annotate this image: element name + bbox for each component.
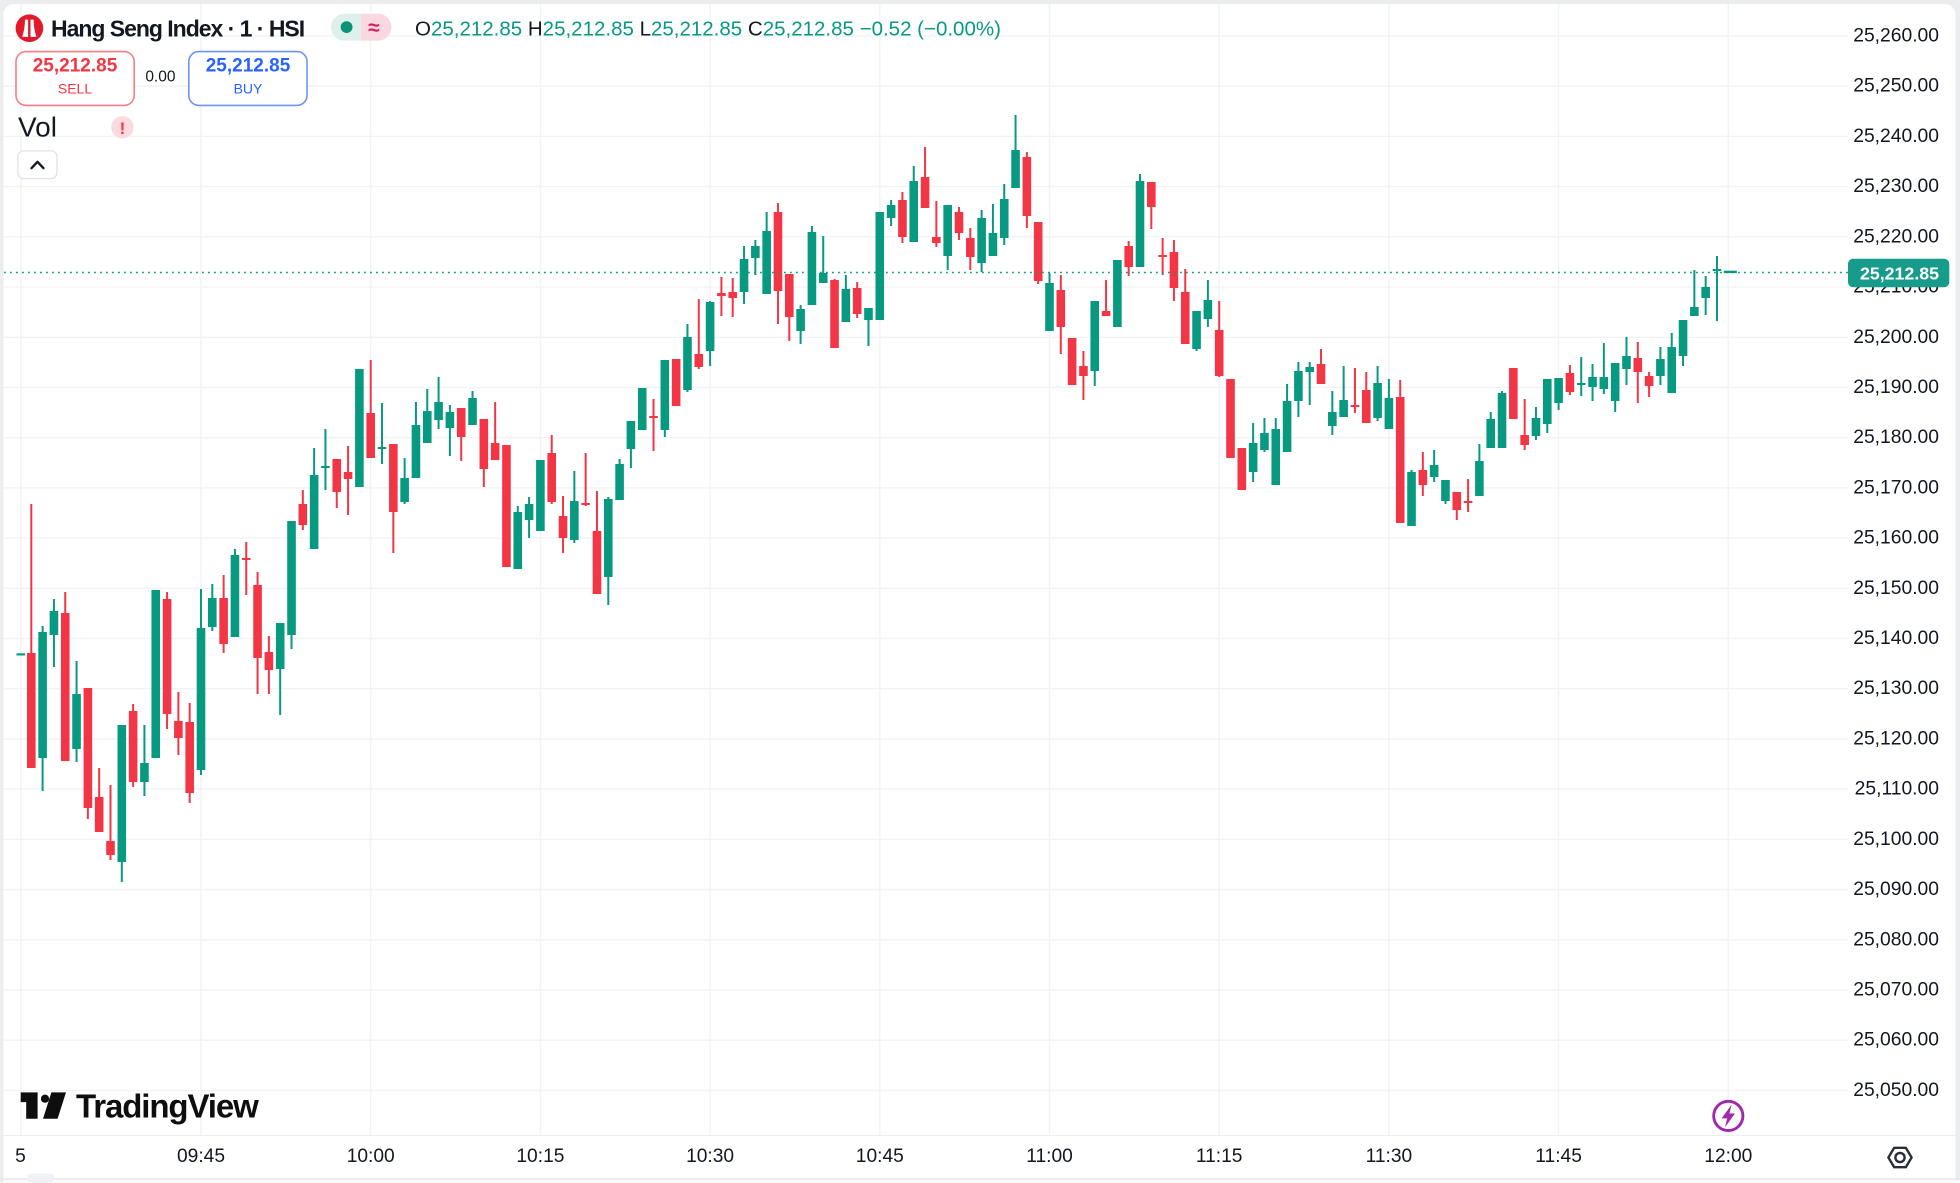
svg-text:BUY: BUY: [234, 81, 263, 97]
svg-text:25,070.00: 25,070.00: [1853, 980, 1939, 1001]
svg-text:11:45: 11:45: [1535, 1146, 1582, 1167]
svg-text:25,160.00: 25,160.00: [1853, 528, 1939, 549]
svg-text:10:15: 10:15: [516, 1146, 564, 1167]
svg-text:25,230.00: 25,230.00: [1853, 176, 1939, 197]
svg-text:25,090.00: 25,090.00: [1853, 879, 1939, 900]
svg-text:25,240.00: 25,240.00: [1853, 126, 1939, 147]
svg-text:25,060.00: 25,060.00: [1853, 1030, 1939, 1051]
svg-text:25,190.00: 25,190.00: [1853, 377, 1939, 398]
svg-text:25,200.00: 25,200.00: [1853, 327, 1939, 348]
svg-text:10:00: 10:00: [347, 1146, 395, 1167]
svg-text:25,150.00: 25,150.00: [1853, 578, 1939, 599]
svg-text:25,260.00: 25,260.00: [1853, 26, 1939, 47]
svg-text:25,140.00: 25,140.00: [1853, 628, 1939, 649]
svg-text:Hang Seng Index · 1 · HSI: Hang Seng Index · 1 · HSI: [51, 16, 304, 42]
svg-text:25,180.00: 25,180.00: [1853, 427, 1939, 448]
svg-text:11:15: 11:15: [1196, 1146, 1243, 1167]
svg-text:Vol: Vol: [18, 112, 57, 143]
svg-text:25,120.00: 25,120.00: [1853, 728, 1939, 749]
svg-text:09:45: 09:45: [177, 1146, 225, 1167]
svg-text:25,050.00: 25,050.00: [1853, 1080, 1939, 1101]
svg-text:10:45: 10:45: [856, 1146, 904, 1167]
svg-text:25,212.85: 25,212.85: [206, 56, 291, 77]
svg-text:25,170.00: 25,170.00: [1853, 477, 1939, 498]
svg-text:25,100.00: 25,100.00: [1853, 829, 1939, 850]
svg-text:11:30: 11:30: [1366, 1146, 1413, 1167]
svg-text:11:00: 11:00: [1026, 1146, 1073, 1167]
svg-text:O25,212.85 H25,212.85 L25,212.: O25,212.85 H25,212.85 L25,212.85 C25,212…: [415, 17, 1001, 40]
svg-text:25,130.00: 25,130.00: [1853, 678, 1939, 699]
svg-text:25,250.00: 25,250.00: [1853, 76, 1939, 97]
svg-text:TradingView: TradingView: [76, 1087, 259, 1124]
svg-text:25,212.85: 25,212.85: [33, 56, 118, 77]
svg-text:SELL: SELL: [58, 81, 92, 97]
svg-text:!: !: [120, 119, 126, 138]
svg-text:5: 5: [15, 1146, 26, 1167]
svg-text:12:00: 12:00: [1704, 1146, 1752, 1167]
svg-text:25,110.00: 25,110.00: [1855, 779, 1939, 800]
svg-text:25,212.85: 25,212.85: [1860, 264, 1939, 284]
svg-text:10:30: 10:30: [686, 1146, 734, 1167]
svg-text:≈: ≈: [368, 17, 380, 40]
svg-text:25,220.00: 25,220.00: [1853, 226, 1939, 247]
svg-text:25,080.00: 25,080.00: [1853, 929, 1939, 950]
svg-text:0.00: 0.00: [145, 69, 176, 86]
